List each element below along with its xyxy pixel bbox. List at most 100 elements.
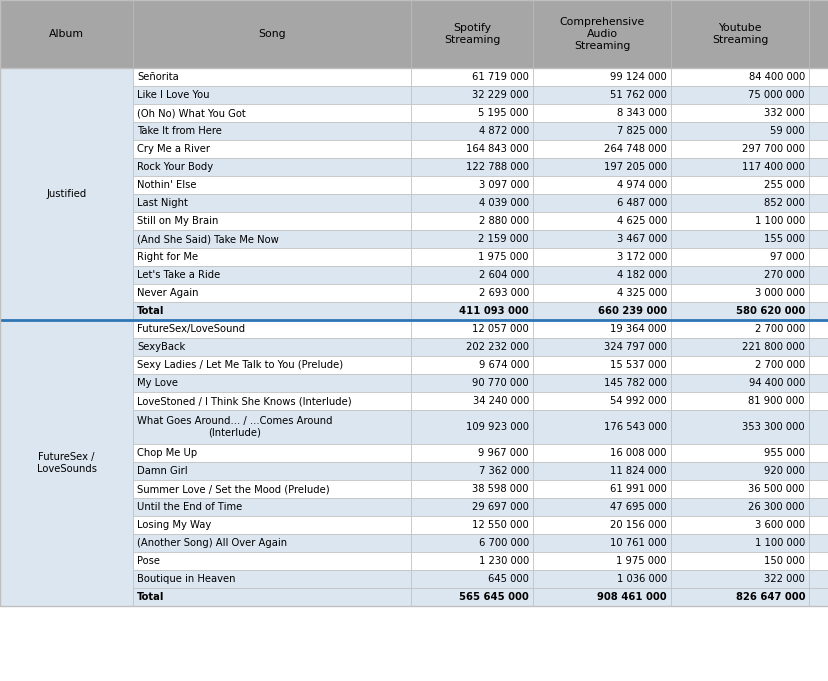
Bar [411,158,532,176]
Bar [808,444,828,462]
Text: 117 400 000: 117 400 000 [741,162,804,172]
Bar [670,338,808,356]
Bar [532,392,670,410]
Bar [132,284,411,302]
Bar [132,104,411,122]
Bar [532,140,670,158]
Bar [808,392,828,410]
Bar [670,122,808,140]
Bar [0,0,828,68]
Text: Sexy Ladies / Let Me Talk to You (Prelude): Sexy Ladies / Let Me Talk to You (Prelud… [137,360,343,370]
Bar [132,122,411,140]
Text: 270 000: 270 000 [763,270,804,280]
Bar [132,552,411,570]
Bar [411,498,532,516]
Bar [808,140,828,158]
Bar [411,516,532,534]
Text: 1 036 000: 1 036 000 [616,574,667,584]
Text: 155 000: 155 000 [763,234,804,244]
Text: Comprehensive
Audio
Streaming: Comprehensive Audio Streaming [559,18,644,50]
Bar [532,320,670,338]
Text: 122 788 000: 122 788 000 [465,162,528,172]
Bar [132,498,411,516]
Bar [411,588,532,606]
Text: 1 975 000: 1 975 000 [616,556,667,566]
Text: 852 000: 852 000 [763,198,804,208]
Bar [808,230,828,248]
Bar [532,86,670,104]
Text: 2 604 000: 2 604 000 [479,270,528,280]
Bar [411,122,532,140]
Text: 3 600 000: 3 600 000 [754,520,804,530]
Bar [808,320,828,338]
Text: 826 647 000: 826 647 000 [734,592,804,602]
Text: 908 461 000: 908 461 000 [597,592,667,602]
Bar [132,410,411,444]
Bar [670,588,808,606]
Text: Let's Take a Ride: Let's Take a Ride [137,270,220,280]
Bar [670,392,808,410]
Bar [670,534,808,552]
Text: 81 900 000: 81 900 000 [748,396,804,406]
Bar [670,266,808,284]
Text: Youtube
Streaming: Youtube Streaming [711,23,768,45]
Bar [670,212,808,230]
Text: 19 364 000: 19 364 000 [609,324,667,334]
Bar [132,444,411,462]
Bar [808,338,828,356]
Text: 97 000: 97 000 [769,252,804,262]
Bar [808,570,828,588]
Text: 61 719 000: 61 719 000 [472,72,528,82]
Text: SexyBack: SexyBack [137,342,185,352]
Text: 332 000: 332 000 [763,108,804,118]
Text: 2 700 000: 2 700 000 [753,324,804,334]
Bar [532,158,670,176]
Text: FutureSex /
LoveSounds: FutureSex / LoveSounds [36,452,96,474]
Text: 94 400 000: 94 400 000 [748,378,804,388]
Bar [132,212,411,230]
Bar [132,176,411,194]
Bar [670,444,808,462]
Text: FutureSex/LoveSound: FutureSex/LoveSound [137,324,245,334]
Bar [411,68,532,86]
Text: 9 967 000: 9 967 000 [478,448,528,458]
Text: 29 697 000: 29 697 000 [472,502,528,512]
Bar [532,248,670,266]
Text: Spotify
Streaming: Spotify Streaming [443,23,499,45]
Bar [808,248,828,266]
Text: 2 693 000: 2 693 000 [478,288,528,298]
Text: Losing My Way: Losing My Way [137,520,211,530]
Bar [532,480,670,498]
Text: 20 156 000: 20 156 000 [609,520,667,530]
Bar [132,194,411,212]
Bar [808,516,828,534]
Text: 36 500 000: 36 500 000 [748,484,804,494]
Text: 4 182 000: 4 182 000 [616,270,667,280]
Text: Justified: Justified [46,189,86,199]
Bar [411,356,532,374]
Bar [808,374,828,392]
Text: 3 172 000: 3 172 000 [616,252,667,262]
Text: 61 991 000: 61 991 000 [609,484,667,494]
Text: Cry Me a River: Cry Me a River [137,144,209,154]
Text: 10 761 000: 10 761 000 [609,538,667,548]
Bar [411,320,532,338]
Bar [411,444,532,462]
Bar [808,534,828,552]
Bar [808,194,828,212]
Text: 7 825 000: 7 825 000 [616,126,667,136]
Bar [532,104,670,122]
Text: 26 300 000: 26 300 000 [748,502,804,512]
Text: (And She Said) Take Me Now: (And She Said) Take Me Now [137,234,278,244]
Text: 1 100 000: 1 100 000 [753,538,804,548]
Bar [132,68,411,86]
Bar [532,410,670,444]
Text: Total: Total [137,306,164,316]
Text: 322 000: 322 000 [763,574,804,584]
Bar [532,356,670,374]
Text: 1 100 000: 1 100 000 [753,216,804,226]
Text: Like I Love You: Like I Love You [137,90,209,100]
Text: 920 000: 920 000 [763,466,804,476]
Text: Take It from Here: Take It from Here [137,126,222,136]
Text: 324 797 000: 324 797 000 [604,342,667,352]
